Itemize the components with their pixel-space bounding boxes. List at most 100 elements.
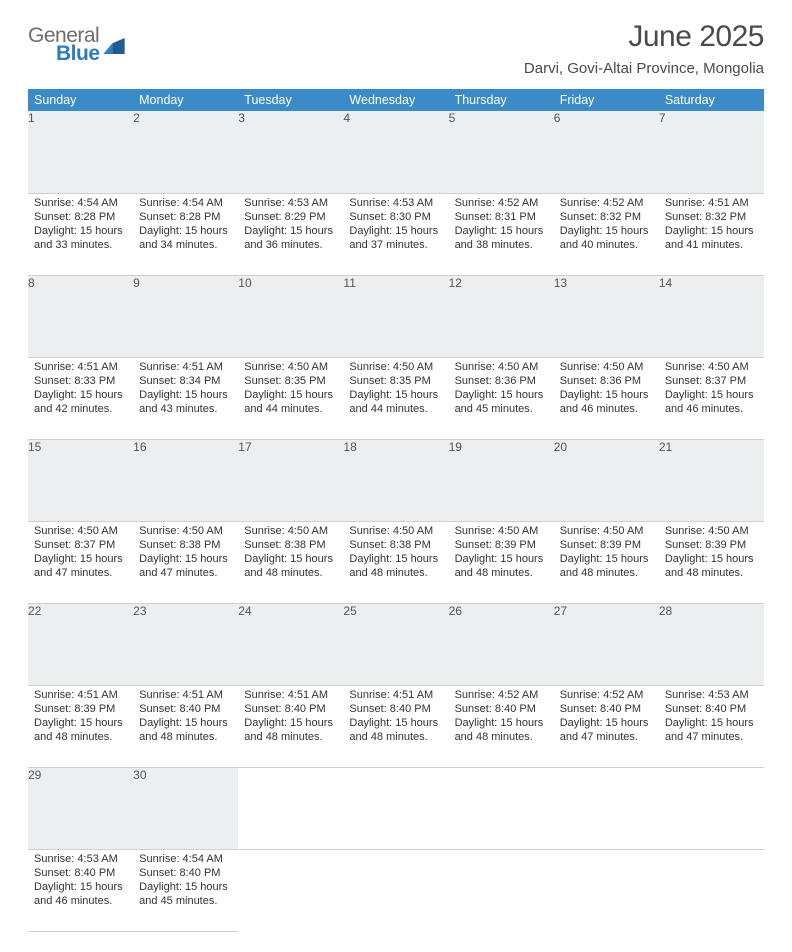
daylight-line: Daylight: 15 hours and 45 minutes. (455, 388, 548, 417)
day-cell: Sunrise: 4:51 AMSunset: 8:40 PMDaylight:… (133, 685, 238, 767)
sunset-line: Sunset: 8:39 PM (455, 538, 548, 552)
day-cell: Sunrise: 4:51 AMSunset: 8:34 PMDaylight:… (133, 357, 238, 439)
sunrise-line: Sunrise: 4:50 AM (244, 524, 337, 538)
logo-mark-icon (103, 38, 125, 54)
daylight-line: Daylight: 15 hours and 48 minutes. (455, 552, 548, 581)
day-number: 22 (28, 603, 133, 685)
day-details: Sunrise: 4:51 AMSunset: 8:32 PMDaylight:… (659, 194, 764, 257)
day-number (659, 767, 764, 849)
day-details: Sunrise: 4:54 AMSunset: 8:28 PMDaylight:… (28, 194, 133, 257)
daylight-line: Daylight: 15 hours and 48 minutes. (244, 716, 337, 745)
daylight-line: Daylight: 15 hours and 34 minutes. (139, 224, 232, 253)
daylight-line: Daylight: 15 hours and 48 minutes. (455, 716, 548, 745)
sunrise-line: Sunrise: 4:50 AM (139, 524, 232, 538)
daylight-line: Daylight: 15 hours and 48 minutes. (349, 716, 442, 745)
sunrise-line: Sunrise: 4:50 AM (665, 360, 758, 374)
sunset-line: Sunset: 8:28 PM (34, 210, 127, 224)
daylight-line: Daylight: 15 hours and 46 minutes. (665, 388, 758, 417)
day-cell: Sunrise: 4:52 AMSunset: 8:40 PMDaylight:… (554, 685, 659, 767)
day-details: Sunrise: 4:50 AMSunset: 8:35 PMDaylight:… (343, 358, 448, 421)
sunset-line: Sunset: 8:38 PM (349, 538, 442, 552)
day-number: 18 (343, 439, 448, 521)
calendar-table: SundayMondayTuesdayWednesdayThursdayFrid… (28, 89, 764, 932)
daylight-line: Daylight: 15 hours and 48 minutes. (665, 552, 758, 581)
day-number: 21 (659, 439, 764, 521)
sunrise-line: Sunrise: 4:50 AM (349, 524, 442, 538)
day-number: 12 (449, 275, 554, 357)
day-details: Sunrise: 4:53 AMSunset: 8:40 PMDaylight:… (28, 850, 133, 913)
sunset-line: Sunset: 8:29 PM (244, 210, 337, 224)
day-details: Sunrise: 4:50 AMSunset: 8:38 PMDaylight:… (133, 522, 238, 585)
location: Darvi, Govi-Altai Province, Mongolia (524, 60, 764, 77)
daylight-line: Daylight: 15 hours and 40 minutes. (560, 224, 653, 253)
day-cell: Sunrise: 4:50 AMSunset: 8:38 PMDaylight:… (343, 521, 448, 603)
sunset-line: Sunset: 8:35 PM (349, 374, 442, 388)
day-number: 16 (133, 439, 238, 521)
header: General Blue June 2025 Darvi, Govi-Altai… (28, 20, 764, 77)
day-cell: Sunrise: 4:53 AMSunset: 8:40 PMDaylight:… (28, 849, 133, 931)
daylight-line: Daylight: 15 hours and 43 minutes. (139, 388, 232, 417)
day-cell: Sunrise: 4:52 AMSunset: 8:31 PMDaylight:… (449, 193, 554, 275)
day-number (554, 767, 659, 849)
day-cell: Sunrise: 4:52 AMSunset: 8:32 PMDaylight:… (554, 193, 659, 275)
day-details: Sunrise: 4:50 AMSunset: 8:39 PMDaylight:… (554, 522, 659, 585)
day-number-row: 15161718192021 (28, 439, 764, 521)
daylight-line: Daylight: 15 hours and 48 minutes. (34, 716, 127, 745)
weekday-header: Friday (554, 89, 659, 111)
day-details: Sunrise: 4:54 AMSunset: 8:28 PMDaylight:… (133, 194, 238, 257)
day-number: 6 (554, 111, 659, 193)
sunset-line: Sunset: 8:34 PM (139, 374, 232, 388)
day-details: Sunrise: 4:50 AMSunset: 8:39 PMDaylight:… (659, 522, 764, 585)
day-number: 15 (28, 439, 133, 521)
day-number: 19 (449, 439, 554, 521)
daylight-line: Daylight: 15 hours and 47 minutes. (665, 716, 758, 745)
sunrise-line: Sunrise: 4:52 AM (455, 688, 548, 702)
day-details: Sunrise: 4:53 AMSunset: 8:40 PMDaylight:… (659, 686, 764, 749)
day-number: 11 (343, 275, 448, 357)
day-number: 27 (554, 603, 659, 685)
day-cell: Sunrise: 4:51 AMSunset: 8:40 PMDaylight:… (343, 685, 448, 767)
day-details: Sunrise: 4:50 AMSunset: 8:38 PMDaylight:… (343, 522, 448, 585)
day-cell (659, 849, 764, 931)
day-cell: Sunrise: 4:50 AMSunset: 8:36 PMDaylight:… (449, 357, 554, 439)
week-row: Sunrise: 4:54 AM Sunset: 8:28 PM Daylight:… (28, 193, 764, 275)
daylight-line: Daylight: 15 hours and 44 minutes. (349, 388, 442, 417)
daylight-line: Daylight: 15 hours and 48 minutes. (139, 716, 232, 745)
day-cell: Sunrise: 4:50 AMSunset: 8:38 PMDaylight:… (238, 521, 343, 603)
day-cell: Sunrise: 4:51 AMSunset: 8:39 PMDaylight:… (28, 685, 133, 767)
sunset-line: Sunset: 8:33 PM (34, 374, 127, 388)
day-details: Sunrise: 4:54 AMSunset: 8:40 PMDaylight:… (133, 850, 238, 913)
day-number (238, 767, 343, 849)
day-cell: Sunrise: 4:54 AMSunset: 8:28 PMDaylight:… (133, 193, 238, 275)
sunset-line: Sunset: 8:39 PM (560, 538, 653, 552)
daylight-line: Daylight: 15 hours and 45 minutes. (139, 880, 232, 909)
sunset-line: Sunset: 8:37 PM (665, 374, 758, 388)
day-number: 4 (343, 111, 448, 193)
day-details: Sunrise: 4:51 AMSunset: 8:34 PMDaylight:… (133, 358, 238, 421)
sunset-line: Sunset: 8:40 PM (560, 702, 653, 716)
day-cell: Sunrise: 4:52 AMSunset: 8:40 PMDaylight:… (449, 685, 554, 767)
sunrise-line: Sunrise: 4:50 AM (665, 524, 758, 538)
sunset-line: Sunset: 8:36 PM (455, 374, 548, 388)
day-details: Sunrise: 4:50 AMSunset: 8:37 PMDaylight:… (28, 522, 133, 585)
day-number: 10 (238, 275, 343, 357)
day-details: Sunrise: 4:50 AMSunset: 8:39 PMDaylight:… (449, 522, 554, 585)
day-details: Sunrise: 4:51 AMSunset: 8:40 PMDaylight:… (238, 686, 343, 749)
week-row: Sunrise: 4:51 AMSunset: 8:33 PMDaylight:… (28, 357, 764, 439)
day-details: Sunrise: 4:51 AMSunset: 8:33 PMDaylight:… (28, 358, 133, 421)
sunrise-line: Sunrise: 4:51 AM (139, 360, 232, 374)
sunrise-line: Sunrise: 4:54 AM (139, 196, 232, 210)
weekday-header: Saturday (659, 89, 764, 111)
daylight-line: Daylight: 15 hours and 42 minutes. (34, 388, 127, 417)
sunrise-line: Sunrise: 4:50 AM (560, 360, 653, 374)
day-details: Sunrise: 4:52 AMSunset: 8:40 PMDaylight:… (449, 686, 554, 749)
daylight-line: Daylight: 15 hours and 41 minutes. (665, 224, 758, 253)
day-number (449, 767, 554, 849)
sunrise-line: Sunrise: 4:53 AM (244, 196, 337, 210)
day-number: 26 (449, 603, 554, 685)
day-details: Sunrise: 4:50 AMSunset: 8:35 PMDaylight:… (238, 358, 343, 421)
day-details: Sunrise: 4:51 AMSunset: 8:40 PMDaylight:… (133, 686, 238, 749)
day-number: 23 (133, 603, 238, 685)
day-number: 17 (238, 439, 343, 521)
sunrise-line: Sunrise: 4:54 AM (139, 852, 232, 866)
